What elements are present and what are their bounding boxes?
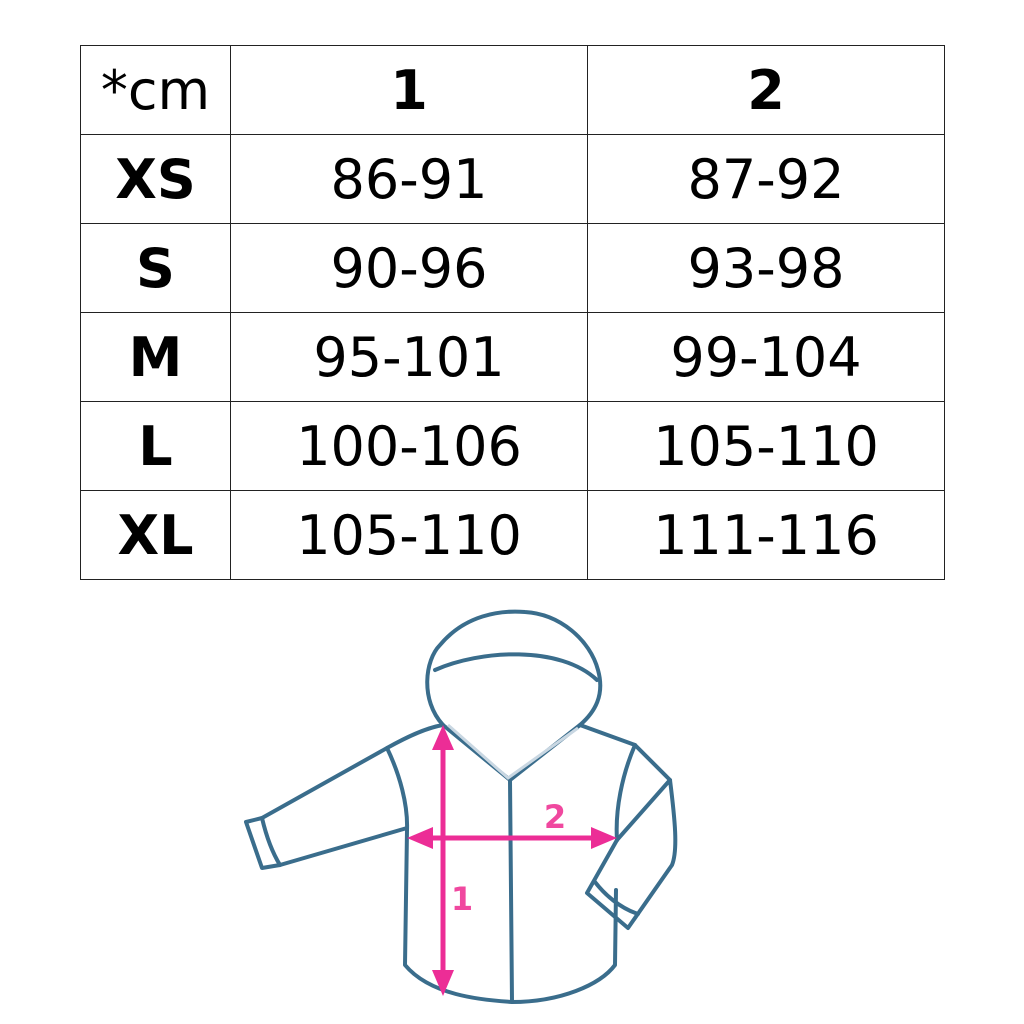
arrow-up-icon: [432, 725, 454, 750]
measure-1-header: 1: [230, 45, 588, 135]
table-row: M 95-101 99-104: [80, 312, 945, 402]
measure-arrows: [407, 725, 617, 996]
measure-2-header: 2: [587, 45, 945, 135]
measure-1-value: 95-101: [230, 312, 588, 402]
length-label: 1: [451, 880, 473, 918]
arrow-right-icon: [591, 827, 617, 849]
arrow-left-icon: [407, 827, 433, 849]
width-label: 2: [544, 798, 566, 836]
measure-2-value: 93-98: [587, 223, 945, 313]
measure-2-value: 111-116: [587, 490, 945, 580]
collar-shading: [447, 723, 579, 780]
arrow-down-icon: [432, 970, 454, 996]
size-label: L: [80, 401, 231, 491]
measure-2-value: 87-92: [587, 134, 945, 224]
jacket-outline-icon: [244, 609, 678, 1004]
measure-1-value: 90-96: [230, 223, 588, 313]
size-label: XL: [80, 490, 231, 580]
table-row: XL 105-110 111-116: [80, 490, 945, 580]
unit-header: *cm: [80, 45, 231, 135]
measure-1-value: 100-106: [230, 401, 588, 491]
measure-2-value: 105-110: [587, 401, 945, 491]
measure-1-value: 105-110: [230, 490, 588, 580]
table-row: L 100-106 105-110: [80, 401, 945, 491]
table-header-row: *cm 1 2: [80, 45, 945, 135]
size-chart-table: *cm 1 2 XS 86-91 87-92 S 90-96 93-98 M 9…: [80, 45, 945, 580]
table-row: S 90-96 93-98: [80, 223, 945, 313]
size-label: M: [80, 312, 231, 402]
measure-2-value: 99-104: [587, 312, 945, 402]
